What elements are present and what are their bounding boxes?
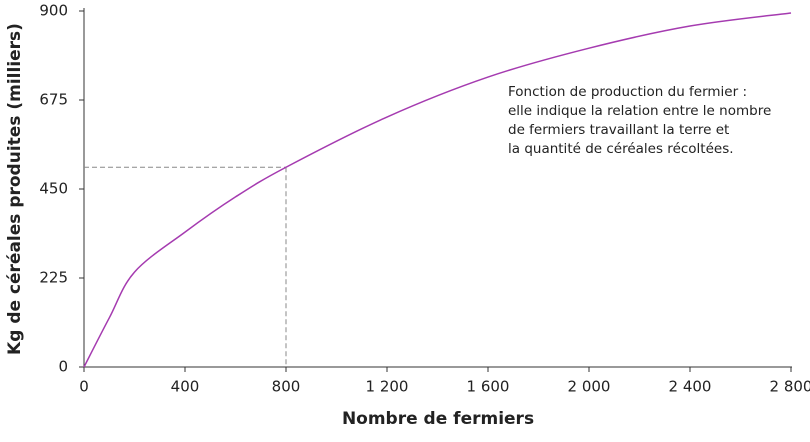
y-tick-label: 225 xyxy=(39,269,68,287)
annotation-line: de fermiers travaillant la terre et xyxy=(508,122,729,138)
y-tick-label: 450 xyxy=(39,180,68,198)
annotation-line: elle indique la relation entre le nombre xyxy=(508,103,771,119)
series-line xyxy=(83,12,792,368)
x-tick-label: 400 xyxy=(171,378,200,396)
x-tick-label: 1 200 xyxy=(366,378,409,396)
y-tick-label: 900 xyxy=(39,2,68,20)
y-axis-title: Kg de céréales produites (milliers) xyxy=(5,23,25,355)
y-tick-label: 675 xyxy=(39,91,68,109)
x-tick-label: 2 400 xyxy=(669,378,712,396)
annotation-line: Fonction de production du fermier : xyxy=(508,84,747,100)
y-tick-label: 0 xyxy=(58,358,68,376)
x-tick-label: 2 800 xyxy=(770,378,810,396)
x-tick-label: 0 xyxy=(79,378,89,396)
x-tick-label: 2 000 xyxy=(568,378,611,396)
x-tick-label: 800 xyxy=(272,378,301,396)
annotation-line: la quantité de céréales récoltées. xyxy=(508,141,734,157)
x-axis-title: Nombre de fermiers xyxy=(342,409,534,429)
x-tick-label: 1 600 xyxy=(467,378,510,396)
